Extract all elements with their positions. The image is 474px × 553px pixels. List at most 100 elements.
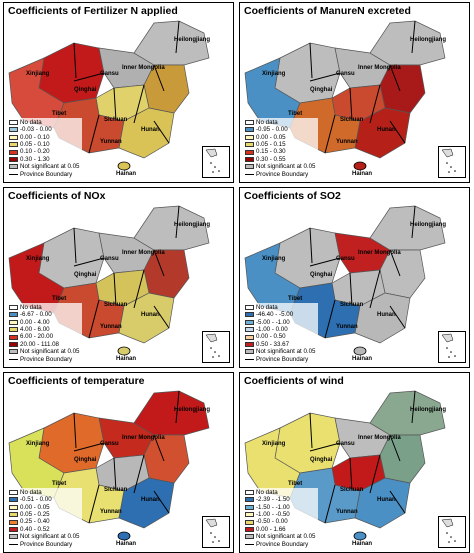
label-hunan: Hunan — [141, 497, 160, 503]
map-panel-4: Xinjiang Tibet Qinghai Gansu Inner Mongo… — [239, 187, 470, 368]
label-hunan: Hunan — [377, 312, 396, 318]
region-northeast — [369, 390, 446, 436]
label-hainan: Hainan — [116, 541, 136, 547]
panel-title: Coefficients of wind — [244, 375, 344, 387]
legend-label: 0.00 - 0.50 — [256, 333, 286, 341]
inset-map — [205, 333, 220, 358]
inset-map — [441, 333, 456, 358]
label-hainan: Hainan — [352, 541, 372, 547]
legend-label: -2.39 - -1.50 — [256, 496, 290, 504]
figure-grid: Xinjiang Tibet Qinghai Gansu Inner Mongo… — [3, 2, 471, 553]
legend-item: -0.03 - 0.00 — [9, 126, 80, 133]
legend-item: -0.50 - 0.00 — [245, 518, 316, 525]
legend-item: -6.67 - 0.00 — [9, 311, 80, 318]
legend-swatch — [9, 149, 18, 155]
region-northeast — [369, 205, 446, 251]
legend-item: 0.05 - 0.15 — [245, 141, 316, 148]
map-legend: No data -2.39 - -1.50 -1.50 - -1.00 -1.00 -… — [243, 487, 318, 549]
legend-label: Province Boundary — [20, 355, 73, 363]
legend-item: 0.15 - 0.30 — [245, 148, 316, 155]
legend-swatch — [9, 164, 18, 170]
legend-swatch — [245, 504, 254, 510]
legend-label: Province Boundary — [256, 540, 309, 548]
legend-item: -0.51 - 0.00 — [9, 496, 80, 503]
region-northeast — [133, 20, 210, 66]
label-yunnan: Yunnan — [100, 139, 122, 145]
label-heilongjiang: Heilongjiang — [174, 37, 210, 43]
legend-swatch — [245, 543, 254, 545]
legend-label: 0.00 - 0.05 — [256, 133, 286, 141]
label-hunan: Hunan — [377, 127, 396, 133]
legend-label: -0.50 - 0.00 — [256, 518, 288, 526]
label-gansu: Gansu — [100, 256, 119, 262]
legend-item: No data — [9, 304, 80, 311]
region-east — [143, 64, 190, 114]
legend-label: 0.00 - 4.00 — [20, 318, 50, 326]
label-sichuan: Sichuan — [340, 487, 364, 493]
legend-label: Not significant at 0.05 — [256, 163, 316, 171]
label-heilongjiang: Heilongjiang — [410, 37, 446, 43]
label-gansu: Gansu — [100, 71, 119, 77]
legend-swatch — [245, 526, 254, 532]
inset-map — [205, 518, 220, 543]
legend-swatch — [245, 341, 254, 347]
label-inner-mongolia: Inner Mongolia — [358, 435, 401, 441]
legend-swatch — [245, 512, 254, 518]
legend-swatch — [245, 156, 254, 162]
label-yunnan: Yunnan — [336, 139, 358, 145]
legend-swatch — [245, 319, 254, 325]
legend-label: Not significant at 0.05 — [256, 533, 316, 541]
label-heilongjiang: Heilongjiang — [410, 222, 446, 228]
legend-swatch — [9, 142, 18, 148]
legend-label: 6.00 - 20.00 — [20, 333, 54, 341]
legend-label: 0.50 - 33.67 — [256, 340, 290, 348]
legend-label: Province Boundary — [256, 170, 309, 178]
legend-label: No data — [256, 118, 278, 126]
legend-label: No data — [20, 118, 42, 126]
region-northeast — [133, 390, 210, 436]
legend-swatch — [9, 134, 18, 140]
china-map: Xinjiang Tibet Qinghai Gansu Inner Mongo… — [244, 205, 446, 362]
label-xinjiang: Xinjiang — [262, 441, 286, 447]
china-map: Xinjiang Tibet Qinghai Gansu Inner Mongo… — [8, 390, 210, 547]
legend-swatch — [245, 304, 254, 310]
legend-label: No data — [256, 303, 278, 311]
label-qinghai: Qinghai — [310, 87, 333, 93]
map-panel-2: Xinjiang Tibet Qinghai Gansu Inner Mongo… — [239, 2, 470, 183]
hainan-island — [117, 531, 131, 541]
label-hunan: Hunan — [141, 127, 160, 133]
legend-item: -2.39 - -1.50 — [245, 496, 316, 503]
south-china-sea-inset — [202, 516, 230, 548]
legend-swatch — [245, 119, 254, 125]
legend-swatch — [245, 349, 254, 355]
label-hainan: Hainan — [352, 356, 372, 362]
label-yunnan: Yunnan — [336, 324, 358, 330]
legend-label: Not significant at 0.05 — [20, 533, 80, 541]
legend-swatch — [9, 543, 18, 545]
label-tibet: Tibet — [52, 481, 66, 487]
label-hainan: Hainan — [116, 356, 136, 362]
hainan-island — [117, 346, 131, 356]
china-map: Xinjiang Tibet Qinghai Gansu Inner Mongo… — [244, 390, 446, 547]
label-heilongjiang: Heilongjiang — [410, 407, 446, 413]
hainan-island — [353, 531, 367, 541]
legend-swatch — [9, 156, 18, 162]
legend-item: 0.30 - 1.30 — [9, 156, 80, 163]
label-tibet: Tibet — [52, 296, 66, 302]
legend-swatch — [245, 173, 254, 175]
legend-label: -46.40 - -5.00 — [256, 311, 294, 319]
legend-item: 4.00 - 6.00 — [9, 326, 80, 333]
legend-swatch — [245, 127, 254, 133]
legend-item: Not significant at 0.05 — [9, 533, 80, 540]
legend-swatch — [9, 119, 18, 125]
panel-title: Coefficients of Fertilizer N applied — [8, 5, 178, 17]
legend-item: 20.00 - 111.08 — [9, 341, 80, 348]
legend-label: 0.00 - 1.66 — [256, 525, 286, 533]
label-sichuan: Sichuan — [104, 487, 128, 493]
legend-swatch — [9, 504, 18, 510]
map-legend: No data -46.40 - -5.00 -5.00 - -1.00 -1.00 … — [243, 302, 318, 364]
legend-item: 0.00 - 0.10 — [9, 134, 80, 141]
legend-label: -0.95 - 0.00 — [256, 126, 288, 134]
legend-swatch — [9, 497, 18, 503]
legend-item: -0.95 - 0.00 — [245, 126, 316, 133]
